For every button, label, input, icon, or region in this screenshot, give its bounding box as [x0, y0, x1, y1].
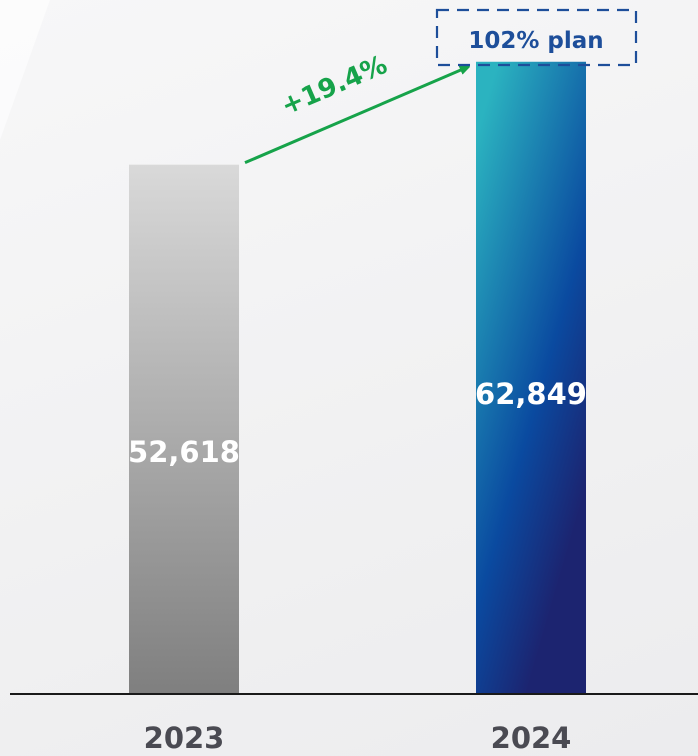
growth-arrow	[244, 68, 466, 165]
labels-layer: 52,618 2023 62,849 2024	[128, 377, 587, 755]
category-label-2023: 2023	[144, 721, 225, 755]
value-label-2023: 52,618	[128, 435, 240, 469]
category-label-2024: 2024	[491, 721, 572, 755]
plan-annotation-label: 102% plan	[468, 28, 603, 54]
bar-2023	[129, 164, 239, 695]
plan-annotation-box	[435, 8, 638, 67]
bar-2024	[476, 61, 586, 695]
bars-layer	[129, 61, 586, 695]
background-shape	[0, 0, 50, 140]
value-label-2024: 62,849	[475, 377, 587, 411]
growth-label: +19.4%	[277, 50, 392, 122]
